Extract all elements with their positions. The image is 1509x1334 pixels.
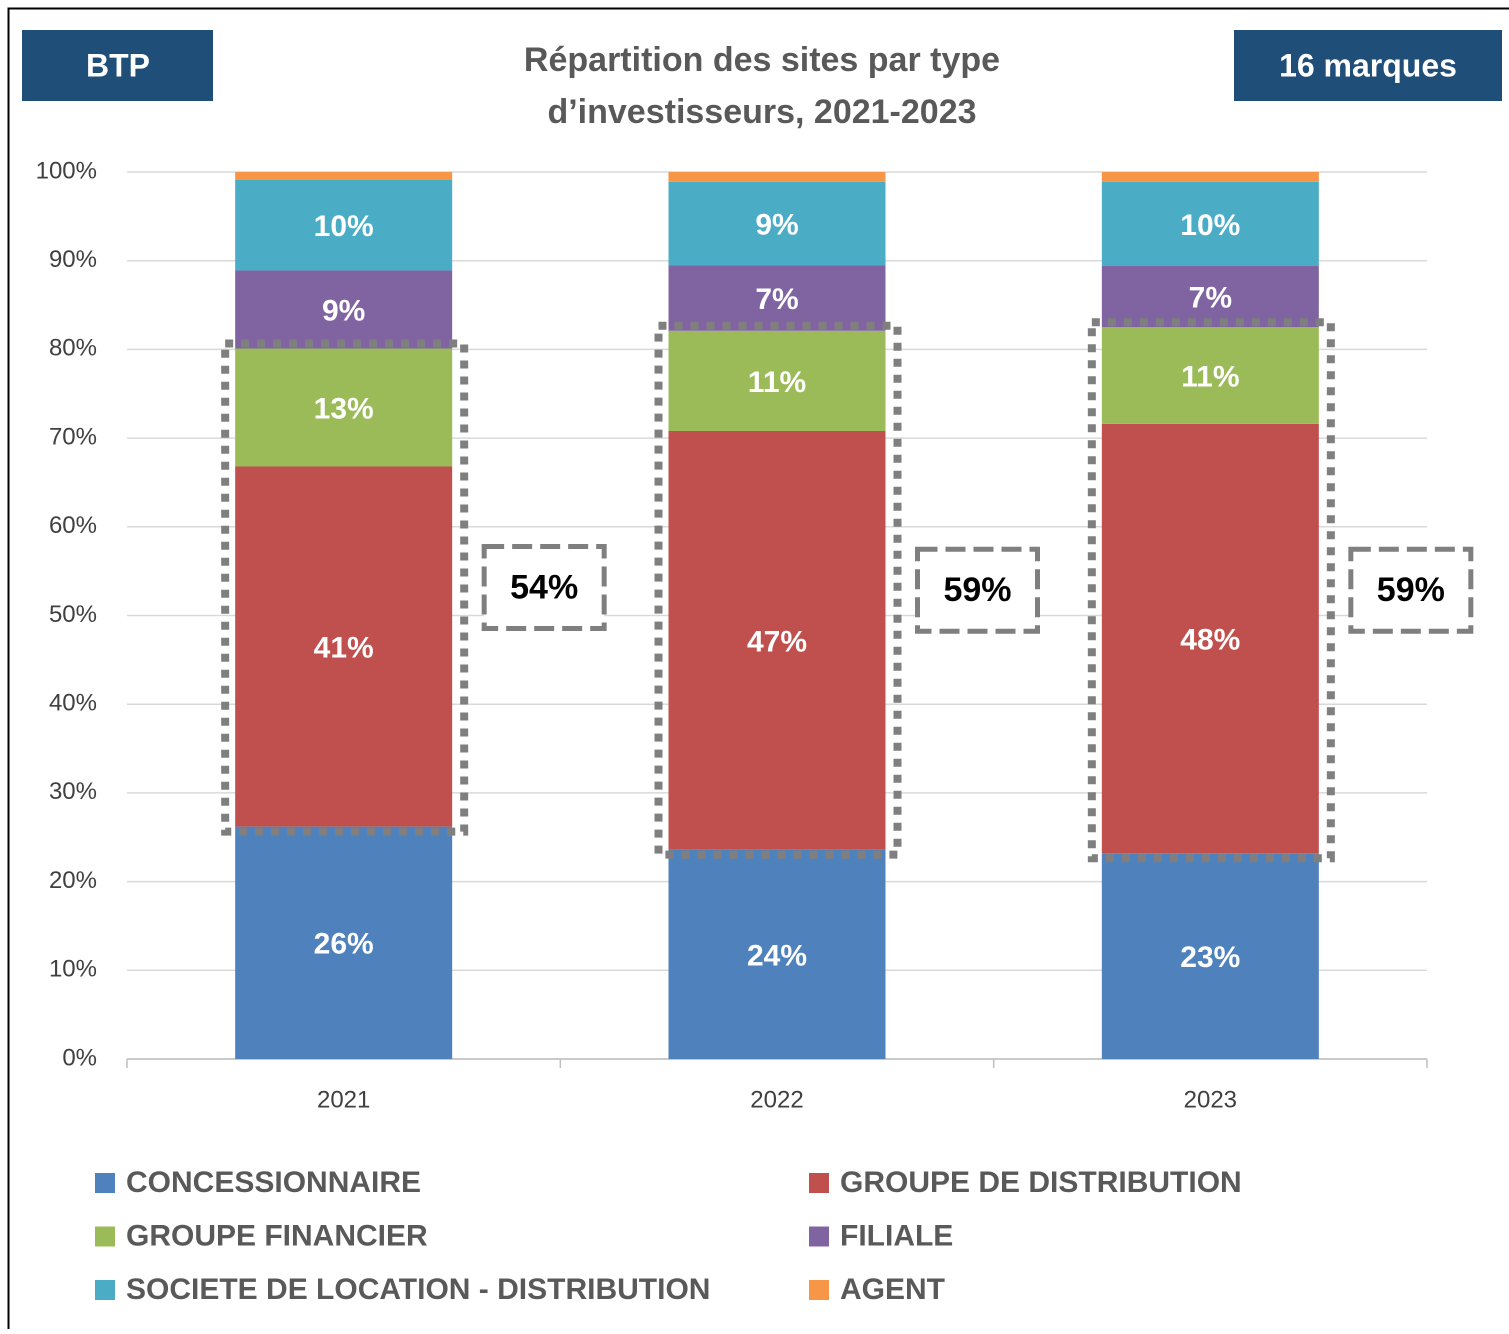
legend-label: GROUPE FINANCIER xyxy=(126,1219,428,1252)
right-badge: 16 marques xyxy=(1279,47,1457,83)
y-tick-label: 100% xyxy=(36,157,97,184)
annotation: 59% xyxy=(943,571,1011,609)
data-label: 26% xyxy=(314,928,374,961)
legend-swatch xyxy=(809,1280,829,1300)
data-label: 7% xyxy=(755,283,798,316)
legend-label: FILIALE xyxy=(840,1219,953,1252)
y-tick-label: 30% xyxy=(49,778,97,805)
data-label: 9% xyxy=(322,294,365,327)
y-tick-label: 70% xyxy=(49,423,97,450)
y-tick-label: 50% xyxy=(49,601,97,628)
legend-swatch xyxy=(95,1173,115,1193)
data-label: 47% xyxy=(747,625,807,658)
data-label: 7% xyxy=(1189,282,1232,315)
bar-segment xyxy=(235,172,452,180)
data-label: 11% xyxy=(748,366,806,399)
legend-swatch xyxy=(95,1227,115,1247)
y-tick-label: 0% xyxy=(62,1044,97,1071)
x-tick-label: 2022 xyxy=(750,1086,803,1113)
legend-label: GROUPE DE DISTRIBUTION xyxy=(840,1166,1242,1199)
y-tick-label: 40% xyxy=(49,690,97,717)
chart-title: Répartition des sites par type d’investi… xyxy=(462,34,1062,138)
data-label: 11% xyxy=(1181,360,1239,393)
data-label: 13% xyxy=(314,392,374,425)
legend-label: SOCIETE DE LOCATION - DISTRIBUTION xyxy=(126,1273,710,1306)
legend-swatch xyxy=(95,1280,115,1300)
legend-swatch xyxy=(809,1227,829,1247)
y-tick-label: 80% xyxy=(49,335,97,362)
data-label: 23% xyxy=(1180,941,1240,974)
legend-swatch xyxy=(809,1173,829,1193)
data-label: 10% xyxy=(314,210,374,243)
annotation: 54% xyxy=(510,569,578,607)
data-label: 10% xyxy=(1180,209,1240,242)
y-tick-label: 60% xyxy=(49,512,97,539)
bar-segment xyxy=(669,172,886,182)
y-tick-label: 10% xyxy=(49,956,97,983)
y-tick-label: 20% xyxy=(49,867,97,894)
data-label: 48% xyxy=(1180,623,1240,656)
bar-segment xyxy=(1102,172,1319,182)
legend-label: AGENT xyxy=(840,1273,945,1306)
x-tick-label: 2021 xyxy=(317,1086,370,1113)
x-tick-label: 2023 xyxy=(1184,1086,1237,1113)
y-tick-label: 90% xyxy=(49,246,97,273)
annotation: 59% xyxy=(1377,571,1445,609)
data-label: 24% xyxy=(747,939,807,972)
data-label: 41% xyxy=(314,631,374,664)
data-label: 9% xyxy=(755,208,798,241)
legend-label: CONCESSIONNAIRE xyxy=(126,1166,421,1199)
left-badge: BTP xyxy=(86,47,150,83)
